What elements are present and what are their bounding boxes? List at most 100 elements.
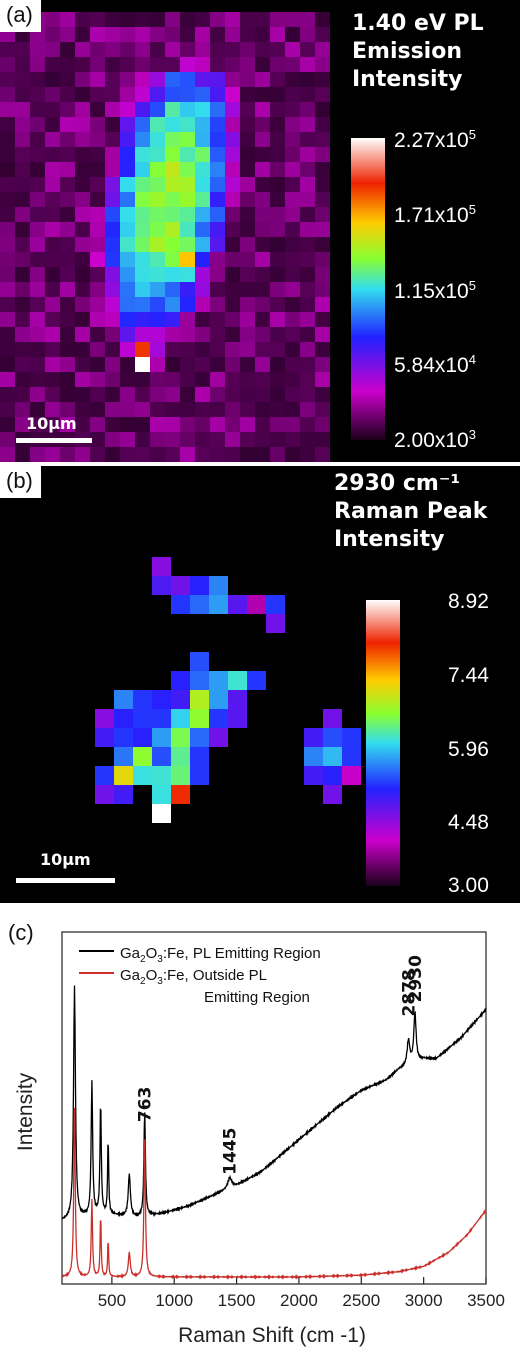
raman-map-pixel: [266, 614, 285, 633]
peak-label-763: 763: [136, 1087, 156, 1123]
pl-map-pixel: [195, 207, 210, 222]
pl-map-pixel: [120, 327, 135, 342]
pl-map-pixel: [195, 102, 210, 117]
pl-map-pixel: [45, 342, 60, 357]
pl-map-pixel: [210, 327, 225, 342]
pl-map-pixel: [135, 222, 150, 237]
pl-map-pixel: [15, 417, 30, 432]
raman-map-pixel: [209, 728, 228, 747]
pl-map-pixel: [60, 102, 75, 117]
pl-map-pixel: [285, 102, 300, 117]
pl-map-pixel: [285, 222, 300, 237]
pl-map-pixel: [150, 27, 165, 42]
pl-map-pixel: [45, 162, 60, 177]
pl-map-pixel: [165, 207, 180, 222]
panel-a-title: 1.40 eV PL Emission Intensity: [352, 10, 484, 94]
pl-map-pixel: [315, 357, 330, 372]
pl-map-pixel: [180, 237, 195, 252]
pl-map-pixel: [270, 417, 285, 432]
legend-entry-black: Ga2O3:Fe, PL Emitting Region: [120, 945, 321, 965]
pl-map-pixel: [105, 57, 120, 72]
pl-map-pixel: [240, 267, 255, 282]
series-lines: [61, 985, 487, 1280]
pl-map-pixel: [285, 252, 300, 267]
pl-map-pixel: [15, 252, 30, 267]
pl-map-pixel: [180, 57, 195, 72]
raman-map-pixel: [152, 557, 171, 576]
pl-map-pixel: [210, 417, 225, 432]
pl-map-pixel: [150, 87, 165, 102]
pl-map-pixel: [180, 402, 195, 417]
pl-map-pixel: [15, 327, 30, 342]
pl-map-pixel: [15, 72, 30, 87]
pl-map-pixel: [60, 117, 75, 132]
pl-map-pixel: [75, 447, 90, 462]
pl-map-pixel: [180, 132, 195, 147]
pl-map-pixel: [75, 57, 90, 72]
pl-map-pixel: [120, 267, 135, 282]
panel-c-tag: (c): [8, 920, 34, 945]
pl-map-pixel: [105, 147, 120, 162]
pl-map-pixel: [60, 357, 75, 372]
pl-map-pixel: [90, 312, 105, 327]
pl-map-pixel: [60, 42, 75, 57]
x-tick-label: 3000: [405, 1291, 443, 1310]
panel-b-colorbar-label-5: 3.00: [448, 874, 489, 897]
pl-map-pixel: [45, 327, 60, 342]
pl-map-pixel: [300, 357, 315, 372]
pl-map-pixel: [90, 237, 105, 252]
raman-map-pixel: [114, 728, 133, 747]
pl-map-pixel: [120, 372, 135, 387]
pl-map-pixel: [30, 192, 45, 207]
pl-map-pixel: [30, 117, 45, 132]
pl-map-pixel: [225, 252, 240, 267]
pl-map-pixel: [270, 372, 285, 387]
pl-map-pixel: [195, 312, 210, 327]
pl-map-pixel: [240, 402, 255, 417]
pl-map-pixel: [255, 222, 270, 237]
pl-map-pixel: [105, 132, 120, 147]
pl-map-pixel: [270, 192, 285, 207]
pl-map-pixel: [0, 102, 15, 117]
pl-map-pixel: [315, 147, 330, 162]
raman-map-pixel: [133, 690, 152, 709]
pl-map-pixel: [285, 432, 300, 447]
pl-map-pixel: [60, 447, 75, 462]
panel-a-scale-bar: [16, 438, 92, 443]
pl-map-pixel: [45, 417, 60, 432]
pl-map-pixel: [15, 387, 30, 402]
pl-map-pixel: [60, 222, 75, 237]
pl-map-pixel: [210, 297, 225, 312]
pl-map-pixel: [30, 132, 45, 147]
pl-map-pixel: [135, 327, 150, 342]
pl-map-pixel: [15, 282, 30, 297]
pl-map-pixel: [30, 72, 45, 87]
x-tick-label: 1500: [218, 1291, 256, 1310]
pl-map-pixel: [0, 252, 15, 267]
panel-a-colorbar: [351, 138, 385, 440]
pl-map-pixel: [45, 267, 60, 282]
pl-map-pixel: [195, 132, 210, 147]
raman-map-pixel: [190, 709, 209, 728]
raman-map-pixel: [190, 747, 209, 766]
pl-map-pixel: [75, 357, 90, 372]
pl-map-pixel: [135, 162, 150, 177]
panel-a-colorbar-label-1: 2.27x105: [394, 127, 476, 152]
pl-map-pixel: [60, 192, 75, 207]
pl-map-pixel: [135, 282, 150, 297]
panel-a-scale-bar-label: 10µm: [26, 414, 77, 433]
raman-map-pixel: [209, 576, 228, 595]
pl-map-pixel: [315, 447, 330, 462]
pl-map-pixel: [270, 72, 285, 87]
raman-map-pixel: [323, 747, 342, 766]
raman-map-pixel: [95, 728, 114, 747]
panel-b-scale-bar: [16, 878, 115, 883]
pl-map-pixel: [15, 267, 30, 282]
pl-map-pixel: [255, 447, 270, 462]
pl-map-pixel: [195, 192, 210, 207]
pl-map-pixel: [270, 12, 285, 27]
pl-map-pixel: [270, 312, 285, 327]
pl-map-pixel: [300, 282, 315, 297]
pl-map-pixel: [240, 102, 255, 117]
pl-map-pixel: [285, 402, 300, 417]
